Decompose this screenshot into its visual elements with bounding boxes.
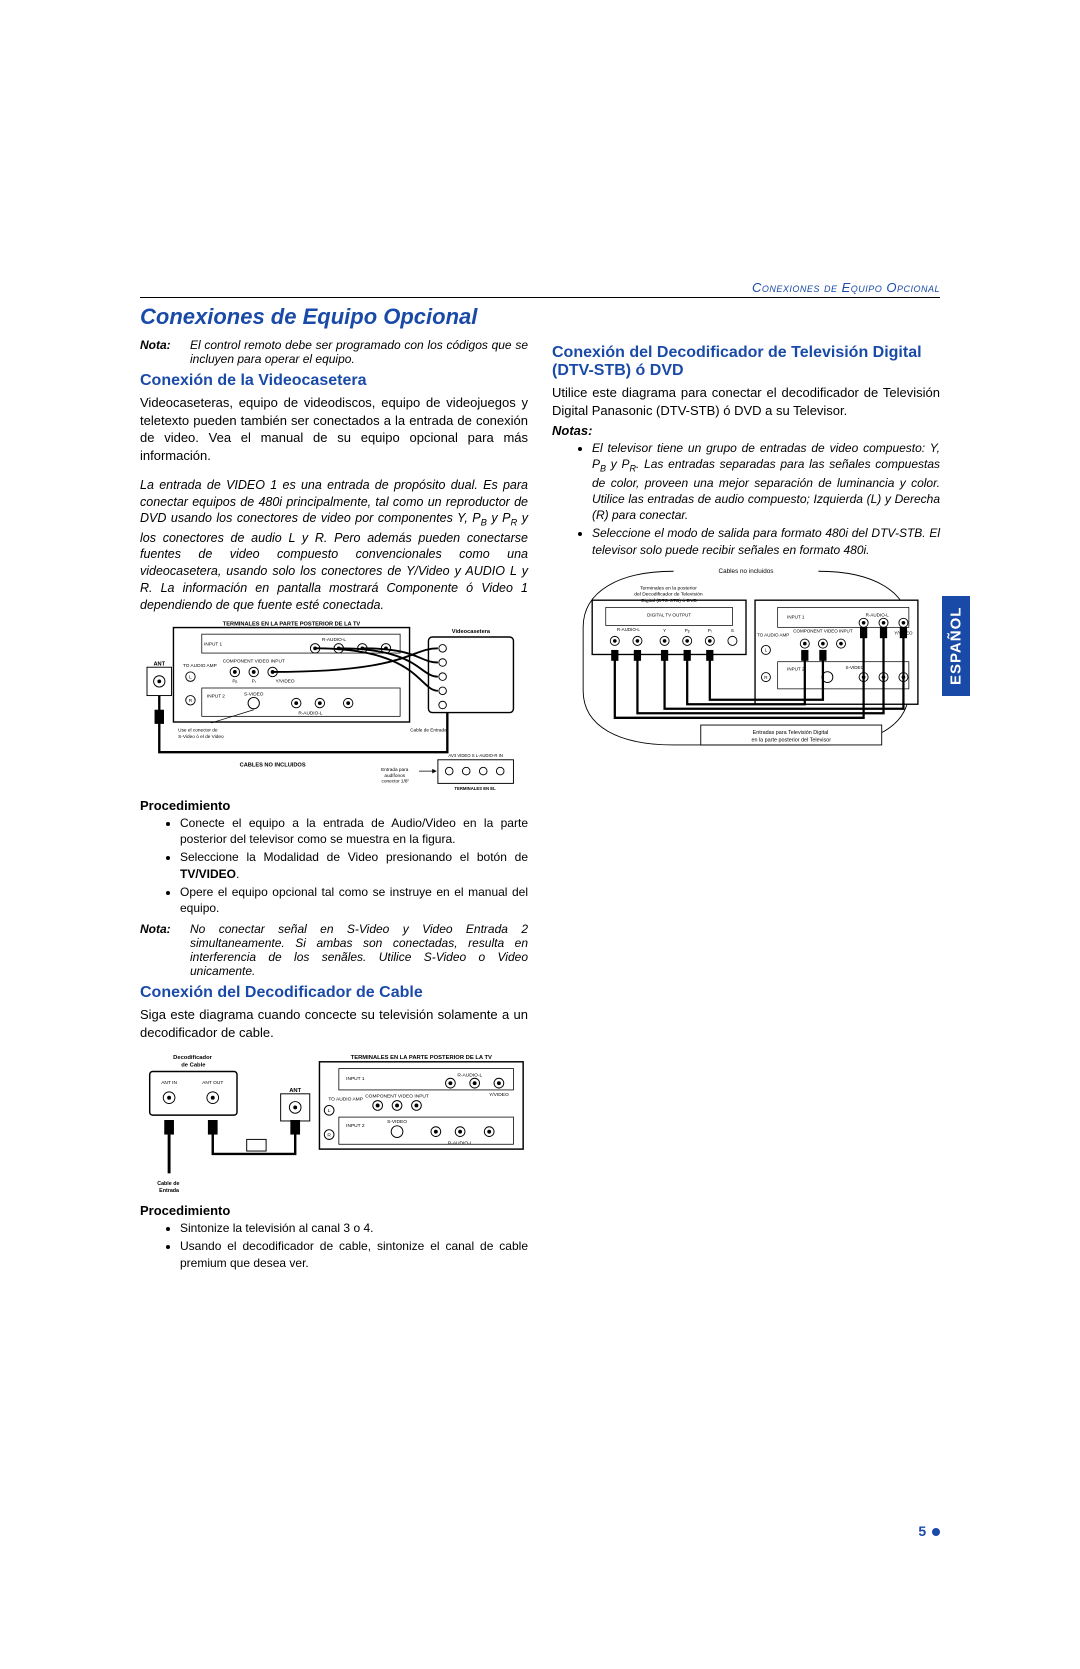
label-cables: CABLES NO INCLUIDOS — [240, 762, 306, 768]
label-input1c: INPUT 1 — [787, 614, 805, 619]
nota-body: El control remoto debe ser programado co… — [190, 338, 528, 366]
svg-text:Pᵦ: Pᵦ — [685, 628, 690, 633]
svg-text:Entradas para Televisión Digit: Entradas para Televisión Digital en la p… — [751, 730, 831, 743]
label-pb: Pᵦ — [232, 678, 237, 684]
label-top: TERMINALES EN LA PARTE POSTERIOR DE LA T… — [223, 622, 361, 628]
label-antout: ANT OUT — [202, 1080, 223, 1086]
italic-part1: La entrada de VIDEO 1 es una entrada de … — [140, 478, 528, 526]
svg-text:S: S — [731, 628, 734, 633]
label-svideo-note: Use el conector de S-Video ó el de Video — [178, 727, 224, 740]
label-input1: INPUT 1 — [204, 641, 222, 647]
svg-text:R: R — [189, 698, 193, 704]
proc1-item-1: Seleccione la Modalidad de Video presion… — [180, 849, 528, 881]
label-ant: ANT — [153, 661, 165, 667]
page-title: Conexiones de Equipo Opcional — [140, 304, 940, 330]
label-input2c: INPUT 2 — [787, 667, 805, 672]
proc1-item-1-pre: Seleccione la Modalidad de Video presion… — [180, 850, 528, 864]
notas-post: . Las entradas separadas para las señale… — [592, 457, 940, 522]
label-component: COMPONENT VIDEO INPUT — [223, 658, 285, 664]
nota2-label: Nota: — [140, 922, 190, 978]
label-dtvout: DIGITAL TV OUTPUT — [647, 612, 691, 617]
cable-section-title: Conexión del Decodificador de Cable — [140, 984, 528, 1002]
proc2-list: Sintonize la televisión al canal 3 o 4. … — [140, 1220, 528, 1271]
dtv-section-title: Conexión del Decodificador de Televisión… — [552, 344, 940, 380]
content-columns: Nota: El control remoto debe ser program… — [140, 338, 940, 1277]
notas-list: El televisor tiene un grupo de entradas … — [552, 440, 940, 558]
label-input1b: INPUT 1 — [346, 1076, 365, 1082]
page-number-value: 5 — [918, 1523, 926, 1539]
label-yvideo: Y/VIDEO — [275, 678, 294, 684]
label-component2: COMPONENT VIDEO INPUT — [365, 1094, 429, 1100]
label-svideo: S-VIDEO — [244, 692, 264, 698]
label-front: TERMINALES EN EL FRENTE DE LA TELEVISIÓN — [454, 786, 497, 790]
svg-text:L: L — [189, 675, 192, 681]
tvvideo-label: TV/VIDEO — [180, 867, 236, 881]
label-toaudio3: TO AUDIO AMP — [757, 632, 789, 637]
svg-text:Pᵣ: Pᵣ — [708, 628, 712, 633]
label-pr: Pᵣ — [252, 678, 257, 684]
nota2-body: No conectar señal en S-Video y Video Ent… — [190, 922, 528, 978]
proc2-item-1: Usando el decodificador de cable, sinton… — [180, 1238, 528, 1270]
label-cable-ent: Cable de Entrada — [410, 727, 447, 733]
svg-text:R: R — [327, 1133, 331, 1139]
dtv-diagram: Cables no incluidos Terminales en la pos… — [552, 564, 940, 754]
cable-diagram: Decodificador de Cable ANT IN ANT OUT Ca… — [140, 1045, 528, 1195]
label-raudio2b: R-AUDIO-L — [457, 1073, 482, 1079]
label-svideo3: S-VIDEO — [846, 665, 865, 670]
notas-item-1: Seleccione el modo de salida para format… — [592, 525, 940, 557]
label-raudio1: R-AUDIO-L — [322, 637, 346, 643]
dtv-body: Utilice este diagrama para conectar el d… — [552, 384, 940, 419]
svg-text:Cable de Entrada: Cable de Entrada — [157, 1181, 181, 1194]
notas-item-0: El televisor tiene un grupo de entradas … — [592, 440, 940, 523]
italic-mid: y P — [487, 511, 511, 525]
proc1-item-2: Opere el equipo opcional tal como se ins… — [180, 884, 528, 916]
running-header: Conexiones de Equipo Opcional — [140, 280, 940, 298]
svg-text:Terminales en la posterior: Terminales en la posterior del Decodific… — [634, 585, 704, 604]
svg-text:Y: Y — [663, 628, 666, 633]
label-raudio-stb: R-AUDIO-L — [617, 627, 641, 632]
label-ant2: ANT — [289, 1088, 301, 1094]
proc2-title: Procedimiento — [140, 1203, 528, 1218]
proc1-list: Conecte el equipo a la entrada de Audio/… — [140, 815, 528, 916]
nota-label: Nota: — [140, 338, 190, 366]
svg-text:L: L — [328, 1108, 331, 1114]
nota-svideo: Nota: No conectar señal en S-Video y Vid… — [140, 922, 528, 978]
label-vcr: Videocasetera — [452, 629, 491, 635]
vcr-italic-note: La entrada de VIDEO 1 es una entrada de … — [140, 477, 528, 614]
label-audifonos: Entrada para audífonos conector 1/8" — [381, 767, 410, 784]
nota-remote: Nota: El control remoto debe ser program… — [140, 338, 528, 366]
label-svideo2: S-VIDEO — [387, 1119, 407, 1125]
label-av3: AV3 VIDEO S L-AUDIO-R IN — [448, 753, 502, 758]
proc1-title: Procedimiento — [140, 798, 528, 813]
notas-mid1: y P — [606, 457, 629, 471]
right-column: Conexión del Decodificador de Televisión… — [552, 338, 940, 1277]
vcr-body: Videocaseteras, equipo de videodiscos, e… — [140, 394, 528, 464]
label-antin: ANT IN — [161, 1080, 177, 1086]
notas-title: Notas: — [552, 423, 940, 438]
vcr-section-title: Conexión de la Videocasetera — [140, 372, 528, 390]
label-raudio2: R-AUDIO-L — [298, 710, 322, 716]
label-input2b: INPUT 2 — [346, 1123, 365, 1129]
label-yvideo2: Y/VIDEO — [489, 1092, 509, 1098]
vcr-diagram: TERMINALES EN LA PARTE POSTERIOR DE LA T… — [140, 620, 528, 790]
page-number: 5 — [918, 1523, 940, 1539]
label-input2: INPUT 2 — [207, 693, 225, 699]
label-top2: TERMINALES EN LA PARTE POSTERIOR DE LA T… — [351, 1055, 492, 1061]
left-column: Nota: El control remoto debe ser program… — [140, 338, 528, 1277]
cable-body: Siga este diagrama cuando concecte su te… — [140, 1006, 528, 1041]
label-cables-ni: Cables no incluidos — [719, 568, 774, 575]
svg-text:Decodificador de C: Decodificador de Cable — [173, 1055, 213, 1069]
language-tab: ESPAÑOL — [942, 596, 970, 696]
italic-end: y los conectores de audio L y R. Pero ad… — [140, 511, 528, 612]
label-toaudio2: TO AUDIO AMP — [328, 1097, 363, 1103]
page-number-dot-icon — [932, 1528, 940, 1536]
label-raudio3: R-AUDIO-L — [448, 1140, 473, 1146]
label-toaudio: TO AUDIO AMP — [183, 663, 217, 669]
label-component3: COMPONENT VIDEO INPUT — [793, 629, 853, 634]
proc1-item-0: Conecte el equipo a la entrada de Audio/… — [180, 815, 528, 847]
page: Conexiones de Equipo Opcional Conexiones… — [0, 0, 1080, 1669]
proc2-item-0: Sintonize la televisión al canal 3 o 4. — [180, 1220, 528, 1236]
label-raudio4: R-AUDIO-L — [866, 612, 890, 617]
